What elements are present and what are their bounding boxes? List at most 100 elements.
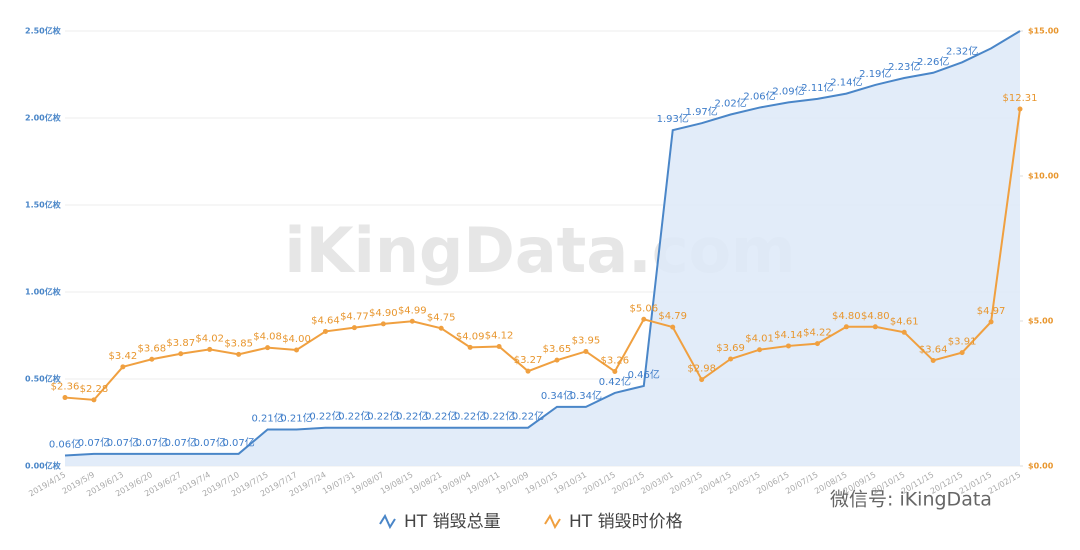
point (757, 347, 763, 353)
data-label: 0.34亿 (541, 389, 573, 402)
data-label: $3.95 (572, 335, 601, 346)
data-label: $2.98 (687, 364, 716, 375)
y-tick-label: 0.50亿枚 (25, 374, 61, 384)
data-label: $12.31 (1003, 93, 1038, 104)
data-label: 2.06亿 (743, 90, 775, 103)
data-label: 1.97亿 (686, 105, 718, 118)
data-label: $4.80 (861, 311, 890, 322)
point (930, 357, 936, 363)
data-label: 0.46亿 (628, 368, 660, 381)
point (670, 324, 676, 330)
point (294, 347, 300, 353)
area (65, 31, 1020, 466)
point (120, 364, 126, 370)
point (265, 345, 271, 351)
point (236, 351, 242, 357)
data-label: $3.42 (109, 351, 138, 362)
legend-label: HT 销毁时价格 (569, 512, 683, 532)
data-label: 0.34亿 (570, 389, 602, 402)
data-label: $3.65 (543, 344, 572, 355)
data-label: 0.22亿 (512, 410, 544, 423)
data-label: 0.07亿 (194, 436, 226, 449)
point (988, 319, 994, 325)
y2-tick-label: $0.00 (1028, 462, 1054, 471)
data-label: $2.36 (51, 382, 80, 393)
data-label: $2.28 (80, 384, 109, 395)
legend-symbol (544, 513, 561, 530)
point (641, 316, 647, 322)
legend-label: HT 销毁总量 (404, 512, 501, 532)
point (351, 325, 357, 331)
point (62, 395, 68, 401)
data-label: $3.68 (137, 343, 166, 354)
data-label: $4.79 (658, 311, 687, 322)
point (207, 346, 213, 352)
data-label: 0.22亿 (309, 410, 341, 423)
data-label: $4.61 (890, 316, 919, 327)
point (959, 350, 965, 356)
y-tick-label: 2.50亿枚 (25, 26, 61, 36)
data-label: 2.32亿 (946, 44, 978, 57)
x-tick-label: 21/02/15 (987, 470, 1023, 496)
data-label: 2.26亿 (917, 55, 949, 68)
data-label: $4.02 (195, 333, 224, 344)
line (64, 30, 1021, 457)
point (814, 341, 820, 347)
y2-tick-label: $5.00 (1028, 317, 1054, 326)
data-label: 2.09亿 (772, 84, 804, 97)
point (322, 328, 328, 334)
point (699, 377, 705, 383)
data-label: $3.87 (166, 338, 195, 349)
data-label: $4.64 (311, 315, 340, 326)
data-label: $5.06 (629, 303, 658, 314)
y2-tick-label: $15.00 (1028, 27, 1059, 36)
data-label: 0.22亿 (367, 410, 399, 423)
y-tick-label: 1.00亿枚 (25, 287, 61, 297)
x-tick-label: 2019/4/15 (27, 470, 67, 498)
point (149, 356, 155, 362)
y-tick-label: 0.00亿枚 (25, 461, 61, 471)
point (728, 356, 734, 362)
data-label: 2.02亿 (714, 97, 746, 110)
data-label: $4.00 (282, 334, 311, 345)
data-label: 2.11亿 (801, 81, 833, 94)
data-label: 0.06亿 (49, 438, 81, 451)
data-label: $3.69 (716, 343, 745, 354)
data-label: 0.22亿 (338, 410, 370, 423)
data-label: $4.77 (340, 312, 369, 323)
point (91, 397, 97, 403)
point (467, 344, 473, 350)
point (872, 324, 878, 330)
point (178, 351, 184, 357)
data-label: $4.90 (369, 308, 398, 319)
data-label: $3.27 (514, 355, 543, 366)
data-label: 2.23亿 (888, 60, 920, 73)
data-label: $4.99 (398, 305, 427, 316)
point (1017, 106, 1023, 112)
data-label: 0.22亿 (454, 410, 486, 423)
point (843, 324, 849, 330)
y2-tick-label: $10.00 (1028, 172, 1059, 181)
data-label: 1.93亿 (657, 112, 689, 125)
point (525, 368, 531, 374)
point (612, 368, 618, 374)
data-label: 0.07亿 (165, 436, 197, 449)
y-tick-label: 2.00亿枚 (25, 113, 61, 123)
data-label: 0.22亿 (396, 410, 428, 423)
line (64, 108, 1021, 401)
data-label: 0.21亿 (280, 411, 312, 424)
point (438, 325, 444, 331)
point (583, 348, 589, 354)
data-label: 0.07亿 (78, 436, 110, 449)
point (901, 329, 907, 335)
data-label: 2.14亿 (830, 76, 862, 89)
point (554, 357, 560, 363)
data-label: 0.22亿 (425, 410, 457, 423)
data-label: $4.97 (977, 306, 1006, 317)
data-label: $3.91 (948, 337, 977, 348)
data-label: $4.12 (485, 331, 514, 342)
data-label: $3.85 (224, 338, 253, 349)
point (380, 321, 386, 327)
data-label: 0.22亿 (483, 410, 515, 423)
